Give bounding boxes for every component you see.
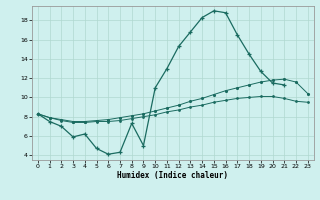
X-axis label: Humidex (Indice chaleur): Humidex (Indice chaleur) xyxy=(117,171,228,180)
